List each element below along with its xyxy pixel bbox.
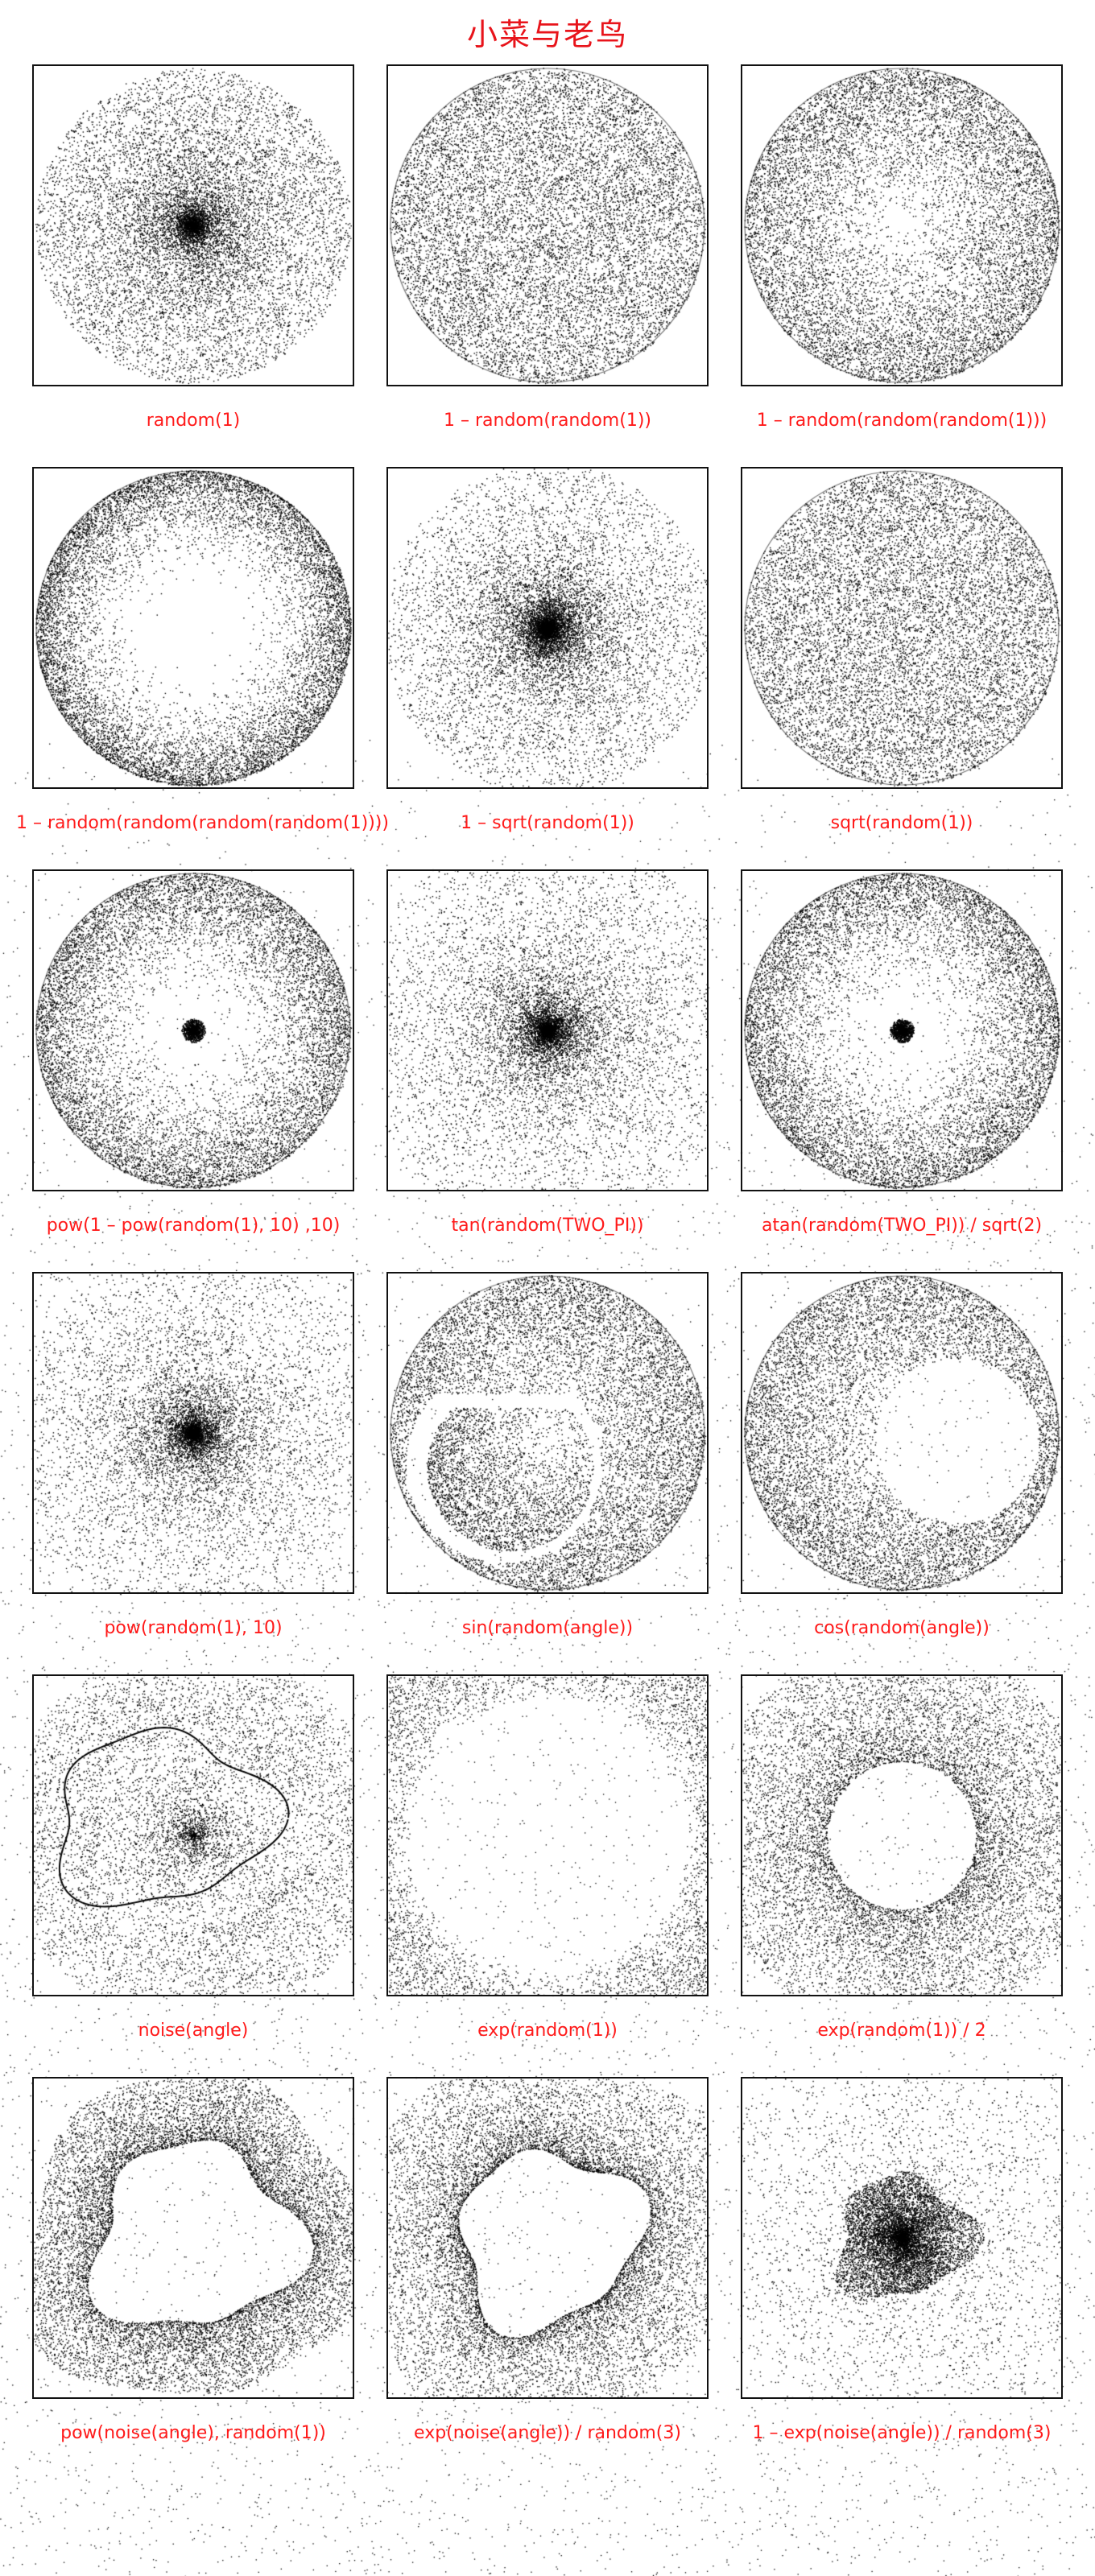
- scatter-canvas: [34, 1274, 353, 1592]
- panel-caption: sqrt(random(1)): [830, 813, 973, 833]
- scatter-canvas: [34, 2079, 353, 2397]
- plot-panel-6: [741, 467, 1063, 789]
- plot-panel-16: [32, 2077, 354, 2399]
- panel-caption: pow(1 – pow(random(1), 10) ,10): [46, 1216, 341, 1236]
- panel-caption: sin(random(angle)): [461, 1618, 634, 1638]
- panel-caption: atan(random(TWO_PI)) / sqrt(2): [761, 1216, 1043, 1236]
- plot-panel-10: [32, 1272, 354, 1594]
- panel-caption: noise(angle): [138, 2021, 249, 2041]
- scatter-canvas: [34, 871, 353, 1190]
- scatter-canvas: [34, 469, 353, 787]
- panel-caption: 1 – sqrt(random(1)): [461, 813, 634, 833]
- plot-panel-3: [741, 64, 1063, 386]
- scatter-canvas: [388, 1676, 707, 1995]
- panel-caption: tan(random(TWO_PI)): [451, 1216, 644, 1236]
- plot-panel-15: [741, 1674, 1063, 1996]
- panel-caption: 1 – random(random(1)): [444, 411, 651, 431]
- panel-caption: 1 – exp(noise(angle)) / random(3): [752, 2423, 1052, 2443]
- plot-panel-5: [386, 467, 709, 789]
- plot-panel-13: [32, 1674, 354, 1996]
- panel-caption: exp(noise(angle)) / random(3): [414, 2423, 681, 2443]
- panel-caption: cos(random(angle)): [814, 1618, 990, 1638]
- plot-panel-9: [741, 869, 1063, 1191]
- plot-panel-2: [386, 64, 709, 386]
- panel-caption: pow(random(1), 10): [104, 1618, 283, 1638]
- plot-panel-12: [741, 1272, 1063, 1594]
- scatter-canvas: [388, 66, 707, 385]
- scatter-canvas: [388, 469, 707, 787]
- scatter-canvas: [34, 1676, 353, 1995]
- plot-panel-18: [741, 2077, 1063, 2399]
- plot-panel-8: [386, 869, 709, 1191]
- panel-caption: pow(noise(angle), random(1)): [60, 2423, 326, 2443]
- scatter-canvas: [388, 2079, 707, 2397]
- scatter-canvas: [742, 66, 1061, 385]
- scatter-canvas: [34, 66, 353, 385]
- plot-panel-11: [386, 1272, 709, 1594]
- panel-caption: exp(random(1)): [477, 2021, 618, 2041]
- scatter-canvas: [742, 469, 1061, 787]
- panel-caption: random(1): [146, 411, 241, 431]
- scatter-canvas: [742, 1274, 1061, 1592]
- plot-panel-4: [32, 467, 354, 789]
- plot-panel-14: [386, 1674, 709, 1996]
- page-title: 小菜与老鸟: [466, 17, 628, 52]
- scatter-canvas: [742, 1676, 1061, 1995]
- scatter-canvas: [742, 2079, 1061, 2397]
- plot-panel-7: [32, 869, 354, 1191]
- plot-panel-1: [32, 64, 354, 386]
- scatter-canvas: [388, 871, 707, 1190]
- plot-panel-17: [386, 2077, 709, 2399]
- panel-caption: 1 – random(random(random(1))): [756, 411, 1047, 431]
- scatter-canvas: [388, 1274, 707, 1592]
- scatter-canvas: [742, 871, 1061, 1190]
- panel-caption: 1 – random(random(random(random(1)))): [16, 813, 389, 833]
- panel-caption: exp(random(1)) / 2: [817, 2021, 986, 2041]
